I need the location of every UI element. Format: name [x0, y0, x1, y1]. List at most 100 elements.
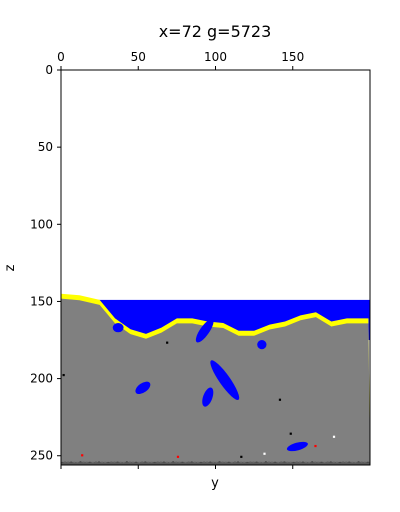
- bedrock-speck: [227, 461, 230, 463]
- bedrock-speck: [150, 461, 153, 463]
- bedrock-speck: [144, 461, 147, 463]
- bedrock-speck: [339, 461, 341, 464]
- bedrock-speck: [329, 461, 332, 463]
- bedrock-speck: [85, 461, 88, 463]
- bedrock-speck: [141, 461, 144, 463]
- bedrock-speck: [184, 461, 187, 464]
- bedrock-speck: [357, 461, 360, 463]
- bedrock-speck: [159, 461, 162, 463]
- bedrock-speck: [178, 461, 181, 463]
- bedrock-speck: [351, 461, 354, 463]
- y-axis-ticks: 0 50 100 150 200 250: [30, 63, 61, 463]
- y-tick-label: 250: [30, 449, 53, 463]
- bedrock-speck: [190, 461, 193, 463]
- bedrock-speck: [94, 461, 97, 463]
- bedrock-speck: [212, 461, 215, 463]
- bedrock-speck: [128, 461, 131, 463]
- bedrock-speck: [221, 461, 224, 463]
- bedrock-speck: [224, 461, 227, 463]
- bedrock-speck: [342, 461, 345, 463]
- bedrock-speck: [252, 461, 255, 463]
- y-tick-label: 50: [38, 140, 53, 154]
- bedrock-speck: [64, 461, 66, 463]
- bedrock-speck: [215, 461, 218, 464]
- bedrock-speck: [203, 461, 205, 463]
- bedrock-speck: [240, 461, 243, 463]
- water-pocket: [195, 319, 214, 343]
- bedrock-speck: [280, 461, 283, 463]
- bedrock-speck: [261, 461, 264, 464]
- x-tick-label: 0: [57, 50, 65, 64]
- ore-speck: [81, 454, 84, 457]
- bedrock-speck: [116, 461, 119, 463]
- bedrock-speck: [101, 461, 104, 463]
- bedrock-speck: [332, 461, 335, 463]
- bedrock-speck: [209, 461, 212, 463]
- bedrock-speck: [181, 461, 184, 463]
- bedrock-speck: [292, 461, 295, 464]
- bedrock-speck: [206, 461, 209, 463]
- bedrock-speck: [323, 461, 326, 464]
- bedrock-speck: [286, 461, 289, 463]
- bedrock-speck: [230, 461, 233, 464]
- y-tick-label: 200: [30, 372, 53, 386]
- bedrock-speck: [156, 461, 159, 463]
- bedrock-speck: [305, 461, 307, 463]
- ore-speck: [263, 452, 266, 455]
- bedrock-speck: [82, 461, 85, 463]
- bedrock-speck: [234, 461, 236, 463]
- bedrock-speck: [336, 461, 338, 463]
- bedrock-base: [61, 461, 370, 465]
- y-tick-label: 0: [45, 63, 53, 77]
- bedrock-speck: [317, 461, 320, 463]
- chart-title: x=72 g=5723: [159, 22, 272, 41]
- bedrock-speck: [91, 461, 94, 464]
- bedrock-speck: [243, 461, 246, 463]
- y-tick-label: 100: [30, 217, 53, 231]
- bedrock-speck: [354, 461, 357, 464]
- bedrock-speck: [125, 461, 128, 463]
- ore-speck: [289, 432, 292, 435]
- ore-speck: [314, 444, 317, 448]
- ore-speck: [278, 398, 282, 401]
- bedrock-speck: [258, 461, 261, 463]
- bedrock-speck: [264, 461, 267, 463]
- bedrock-speck: [255, 461, 258, 463]
- bedrock-speck: [363, 461, 366, 463]
- x-tick-label: 150: [281, 50, 304, 64]
- bedrock-speck: [289, 461, 292, 463]
- x-axis-ticks: 0 50 100 150: [57, 50, 304, 469]
- bedrock-speck: [79, 461, 82, 463]
- y-axis-label: z: [3, 264, 18, 271]
- bedrock-speck: [295, 461, 298, 463]
- bedrock-speck: [193, 461, 196, 463]
- ore-speck: [62, 373, 65, 377]
- bedrock-speck: [237, 461, 239, 463]
- bedrock-speck: [67, 461, 70, 463]
- bedrock-speck: [187, 461, 190, 463]
- bedrock-speck: [302, 461, 304, 463]
- bedrock-speck: [314, 461, 317, 463]
- bedrock-speck: [138, 461, 141, 464]
- plot-area: [61, 70, 370, 465]
- bedrock-speck: [175, 461, 178, 463]
- bedrock-speck: [298, 461, 301, 463]
- bedrock-speck: [277, 461, 280, 464]
- bedrock-speck: [308, 461, 311, 464]
- bedrock-speck: [162, 461, 165, 463]
- bedrock-speck: [246, 461, 249, 464]
- bedrock-speck: [345, 461, 348, 463]
- bedrock-speck: [249, 461, 252, 463]
- bedrock-speck: [132, 461, 134, 463]
- bedrock-speck: [268, 461, 270, 463]
- bedrock-speck: [166, 461, 168, 463]
- bedrock-speck: [107, 461, 110, 464]
- bedrock-speck: [271, 461, 273, 463]
- x-axis-label: y: [211, 476, 219, 491]
- ore-speck: [332, 435, 336, 438]
- bedrock-speck: [320, 461, 323, 463]
- bedrock-speck: [218, 461, 221, 463]
- bedrock-speck: [283, 461, 286, 463]
- water-pocket: [286, 441, 308, 452]
- bedrock-speck: [326, 461, 329, 463]
